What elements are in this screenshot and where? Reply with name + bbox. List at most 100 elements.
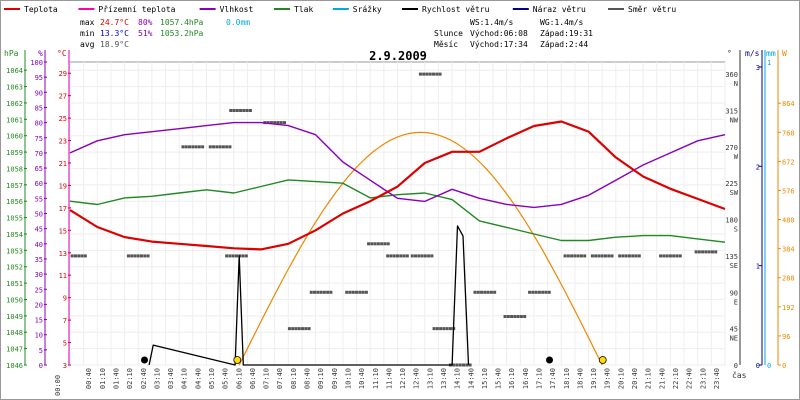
x-tick-label: 13:40 bbox=[440, 368, 448, 389]
y-tick-c: 19 bbox=[59, 182, 67, 190]
x-tick-label: 20:10 bbox=[617, 368, 625, 389]
y-tick-ms: 1 bbox=[756, 263, 760, 271]
y-tick-deg: 270 bbox=[725, 144, 738, 152]
stat-ws: WS:1.4m/s bbox=[470, 18, 514, 27]
wind-direction-dot bbox=[428, 72, 432, 76]
x-tick-label: 01:40 bbox=[112, 368, 120, 389]
x-tick-label: 22:40 bbox=[686, 368, 694, 389]
wind-direction-dot bbox=[140, 254, 144, 258]
x-tick-label: 10:40 bbox=[358, 368, 366, 389]
wind-direction-dot bbox=[294, 327, 298, 331]
stat-wg: WG:1.4m/s bbox=[540, 18, 584, 27]
x-tick-label: 15:40 bbox=[495, 368, 503, 389]
x-tick-label: 23:10 bbox=[699, 368, 707, 389]
x-axis-label: čas bbox=[732, 370, 747, 380]
wind-direction-dot bbox=[364, 290, 368, 294]
y-tick-c: 9 bbox=[63, 295, 67, 303]
wind-direction-dot bbox=[420, 254, 424, 258]
wind-direction-dot bbox=[714, 250, 718, 254]
x-tick-label: 22:10 bbox=[672, 368, 680, 389]
y-tick-c: 15 bbox=[59, 227, 67, 235]
y-tick-pct: 55 bbox=[35, 195, 43, 203]
y-tick-w: 480 bbox=[782, 217, 795, 225]
wind-direction-dot bbox=[380, 242, 384, 246]
wind-direction-dot bbox=[537, 290, 541, 294]
wind-direction-dot bbox=[566, 254, 570, 258]
wind-direction-dot bbox=[242, 108, 246, 112]
wind-direction-dot bbox=[208, 145, 212, 149]
wind-direction-dot bbox=[422, 72, 426, 76]
wind-direction-dot bbox=[276, 121, 280, 125]
wind-direction-dot bbox=[594, 254, 598, 258]
moonrise-icon bbox=[546, 356, 554, 364]
x-tick-label: 14:10 bbox=[454, 368, 462, 389]
x-tick-label: 16:40 bbox=[522, 368, 530, 389]
legend-label: Teplota bbox=[24, 5, 58, 14]
y-tick-pct: 60 bbox=[35, 180, 43, 188]
wind-direction-dot bbox=[631, 254, 635, 258]
wind-direction-dot bbox=[389, 254, 393, 258]
y-tick-w: 672 bbox=[782, 158, 795, 166]
wind-direction-dot bbox=[232, 108, 236, 112]
wind-direction-dot bbox=[370, 242, 374, 246]
stat-min-press: 1053.2hPa bbox=[160, 29, 204, 38]
stat-moon-rise: Východ:17:34 bbox=[470, 40, 528, 49]
wind-direction-dot bbox=[418, 72, 422, 76]
y-tick-hpa: 1056 bbox=[6, 198, 23, 206]
wind-direction-dot bbox=[603, 254, 607, 258]
y-tick-hpa: 1060 bbox=[6, 133, 23, 141]
wind-direction-dot bbox=[405, 254, 409, 258]
y-tick-pct: 85 bbox=[35, 104, 43, 112]
wind-direction-dot bbox=[462, 363, 466, 367]
wind-direction-dot bbox=[435, 72, 439, 76]
x-tick-label: 17:40 bbox=[549, 368, 557, 389]
wind-direction-dot bbox=[201, 145, 205, 149]
wind-direction-dot bbox=[531, 290, 535, 294]
sunrise-icon bbox=[233, 356, 242, 364]
y-tick-pct: 40 bbox=[35, 241, 43, 249]
wind-direction-dot bbox=[235, 108, 239, 112]
legend-label: Směr větru bbox=[628, 5, 676, 14]
wind-direction-dot bbox=[701, 250, 705, 254]
x-tick-label: 08:40 bbox=[304, 368, 312, 389]
wind-direction-dot bbox=[146, 254, 150, 258]
stat-label-max: max bbox=[80, 18, 95, 27]
y-tick-c: 23 bbox=[59, 138, 67, 146]
y-tick-deg: 135 bbox=[725, 253, 738, 261]
wind-direction-dot bbox=[694, 250, 698, 254]
wind-direction-dot bbox=[417, 254, 421, 258]
x-tick-label: 16:10 bbox=[508, 368, 516, 389]
y-tick-deg: 90 bbox=[730, 289, 738, 297]
wind-direction-dot bbox=[386, 254, 390, 258]
wind-direction-dot bbox=[309, 290, 313, 294]
y-tick-mm: 1 bbox=[767, 59, 771, 67]
x-tick-label: 20:40 bbox=[631, 368, 639, 389]
wind-direction-dot bbox=[245, 108, 249, 112]
x-tick-label: 19:40 bbox=[604, 368, 612, 389]
wind-direction-dot bbox=[513, 315, 517, 319]
legend-label: Vlhkost bbox=[220, 5, 254, 14]
wind-direction-dot bbox=[697, 250, 701, 254]
wind-direction-dot bbox=[269, 121, 273, 125]
y-tick-pct: 20 bbox=[35, 301, 43, 309]
series-line-pressure bbox=[69, 179, 726, 243]
y-tick-hpa: 1059 bbox=[6, 149, 23, 157]
x-tick-label: 12:40 bbox=[413, 368, 421, 389]
wind-direction-dot bbox=[659, 254, 663, 258]
wind-direction-dot bbox=[181, 145, 185, 149]
wind-direction-dot bbox=[519, 315, 523, 319]
y-tick-hpa: 1047 bbox=[6, 346, 23, 354]
wind-direction-dot bbox=[597, 254, 601, 258]
y-tick-hpa: 1051 bbox=[6, 280, 23, 288]
wind-direction-dot bbox=[675, 254, 679, 258]
wind-direction-dot bbox=[313, 290, 317, 294]
wind-direction-dot bbox=[326, 290, 330, 294]
moonset-icon bbox=[141, 356, 149, 364]
wind-direction-dot bbox=[610, 254, 614, 258]
y-tick-pct: 95 bbox=[35, 74, 43, 82]
wind-direction-dot bbox=[225, 145, 229, 149]
y-tick-pct: 10 bbox=[35, 332, 43, 340]
y-tick-c: 17 bbox=[59, 205, 67, 213]
y-tick-pct: 5 bbox=[39, 347, 43, 355]
stat-max-rain: 0.0mm bbox=[226, 18, 250, 27]
